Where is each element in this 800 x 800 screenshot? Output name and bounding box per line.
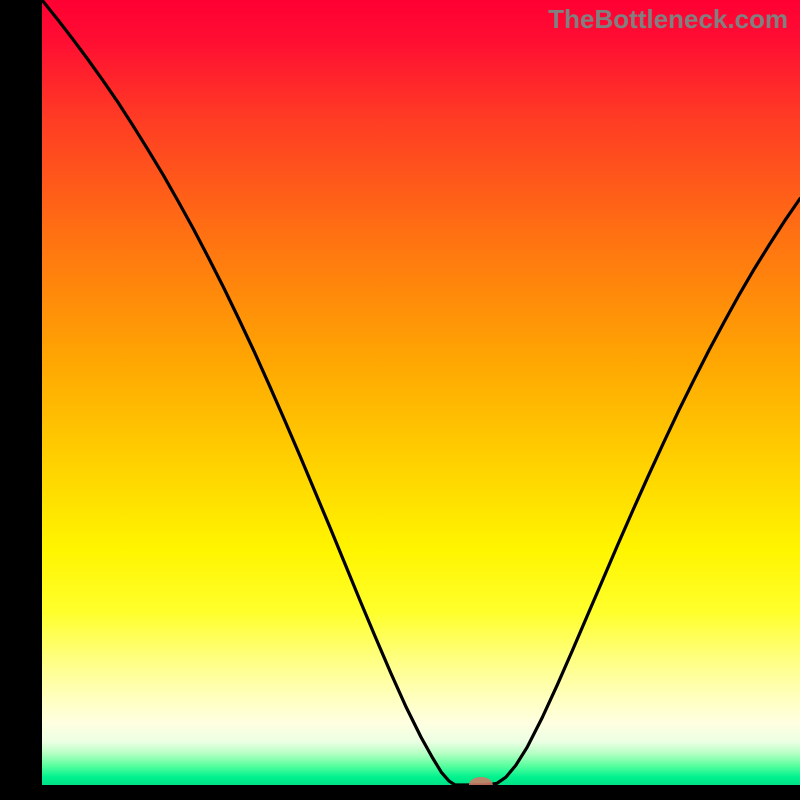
axis-bottom-border xyxy=(0,785,800,800)
chart-container: TheBottleneck.com xyxy=(0,0,800,800)
axis-left-border xyxy=(0,0,42,800)
bottleneck-curve-chart xyxy=(0,0,800,800)
